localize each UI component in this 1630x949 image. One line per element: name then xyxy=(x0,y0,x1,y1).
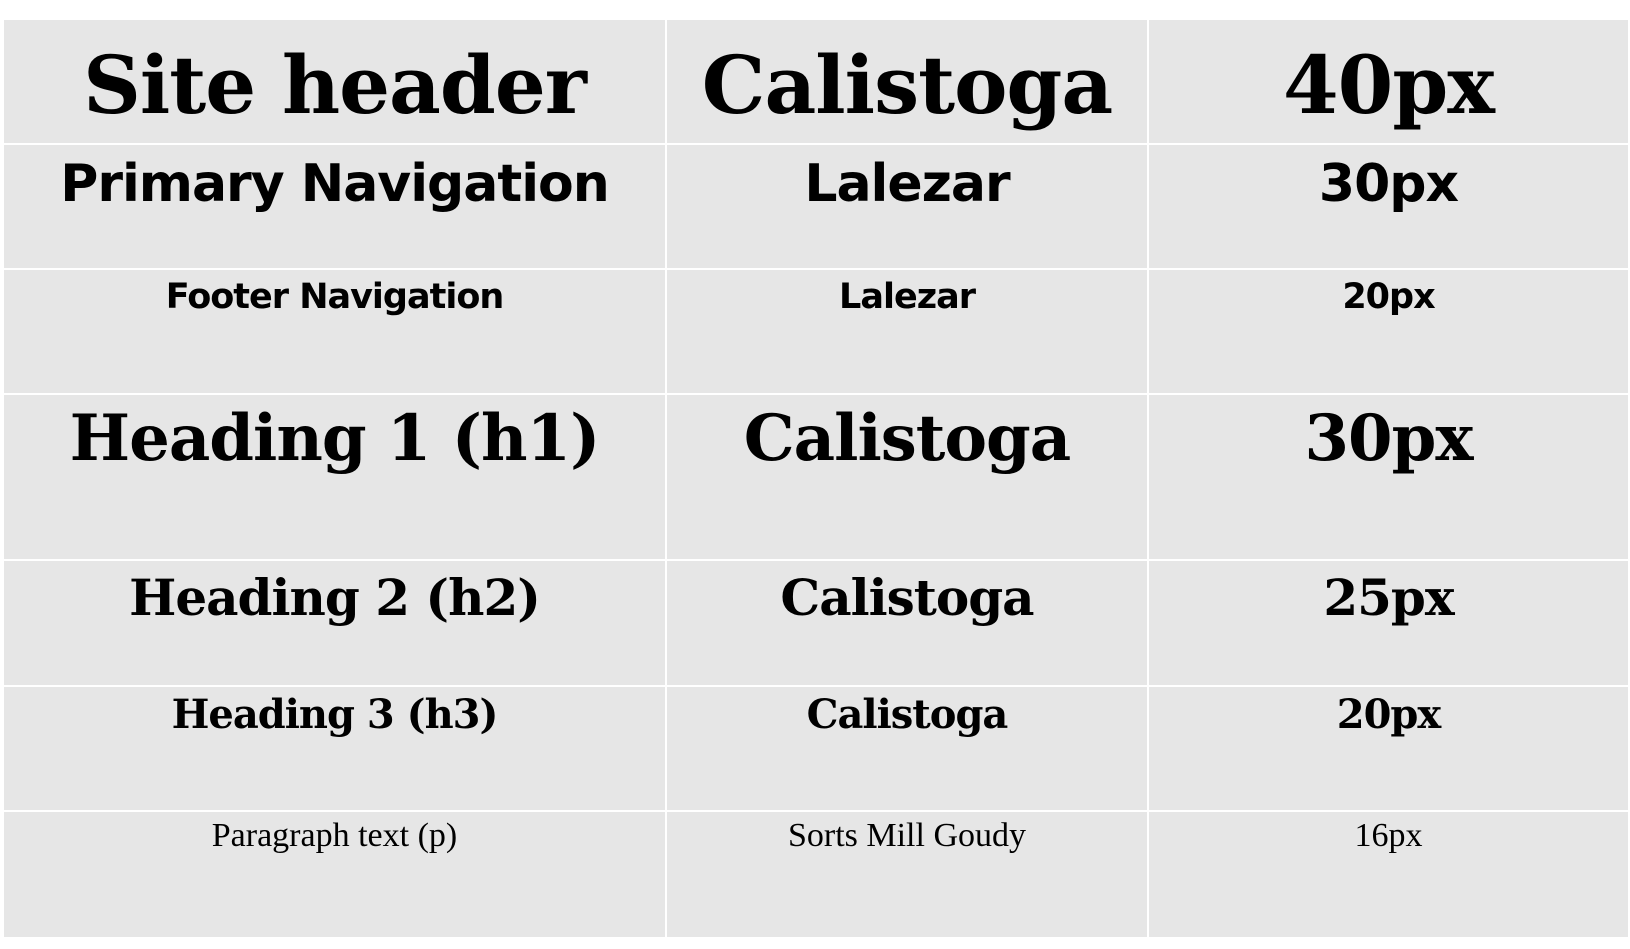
font-name: Lalezar xyxy=(804,154,1010,214)
element-cell: Primary Navigation xyxy=(2,143,667,270)
font-name: Calistoga xyxy=(780,568,1034,627)
font-cell: Lalezar xyxy=(665,143,1149,270)
element-cell: Footer Navigation xyxy=(2,268,667,395)
typography-table: Site header Calistoga 40px Primary Navig… xyxy=(2,18,1630,939)
element-name: Heading 3 (h3) xyxy=(171,691,499,738)
font-size-value: 25px xyxy=(1323,568,1454,627)
element-cell: Heading 2 (h2) xyxy=(2,559,667,687)
element-cell: Heading 1 (h1) xyxy=(2,393,667,561)
element-cell: Heading 3 (h3) xyxy=(2,685,667,812)
size-cell: 16px xyxy=(1147,810,1630,939)
font-name: Calistoga xyxy=(806,691,1009,738)
font-size-value: 40px xyxy=(1283,38,1495,132)
element-name: Site header xyxy=(83,38,587,132)
font-name: Sorts Mill Goudy xyxy=(787,817,1027,854)
font-size-value: 16px xyxy=(1354,817,1423,854)
size-cell: 25px xyxy=(1147,559,1630,687)
font-name: Lalezar xyxy=(839,277,976,317)
element-name: Heading 1 (h1) xyxy=(69,401,601,476)
font-cell: Calistoga xyxy=(665,559,1149,687)
font-name: Calistoga xyxy=(743,401,1072,476)
element-name: Heading 2 (h2) xyxy=(129,568,541,627)
table-row: Primary Navigation Lalezar 30px xyxy=(2,143,1630,270)
element-cell: Site header xyxy=(2,18,667,145)
table-row: Heading 2 (h2) Calistoga 25px xyxy=(2,559,1630,687)
font-size-value: 30px xyxy=(1304,401,1474,476)
size-cell: 20px xyxy=(1147,685,1630,812)
table-row: Heading 3 (h3) Calistoga 20px xyxy=(2,685,1630,812)
size-cell: 30px xyxy=(1147,393,1630,561)
font-cell: Calistoga xyxy=(665,393,1149,561)
table-row: Site header Calistoga 40px xyxy=(2,18,1630,145)
table-row: Heading 1 (h1) Calistoga 30px xyxy=(2,393,1630,561)
table-row: Paragraph text (p) Sorts Mill Goudy 16px xyxy=(2,810,1630,939)
font-cell: Sorts Mill Goudy xyxy=(665,810,1149,939)
element-name: Footer Navigation xyxy=(165,277,505,317)
size-cell: 30px xyxy=(1147,143,1630,270)
element-cell: Paragraph text (p) xyxy=(2,810,667,939)
font-name: Calistoga xyxy=(701,38,1113,132)
font-cell: Calistoga xyxy=(665,18,1149,145)
table-row: Footer Navigation Lalezar 20px xyxy=(2,268,1630,395)
font-cell: Lalezar xyxy=(665,268,1149,395)
font-size-value: 30px xyxy=(1318,154,1459,214)
font-cell: Calistoga xyxy=(665,685,1149,812)
size-cell: 40px xyxy=(1147,18,1630,145)
element-name: Primary Navigation xyxy=(60,154,610,214)
size-cell: 20px xyxy=(1147,268,1630,395)
font-size-value: 20px xyxy=(1342,277,1435,317)
font-size-value: 20px xyxy=(1336,691,1441,738)
element-name: Paragraph text (p) xyxy=(211,817,458,854)
